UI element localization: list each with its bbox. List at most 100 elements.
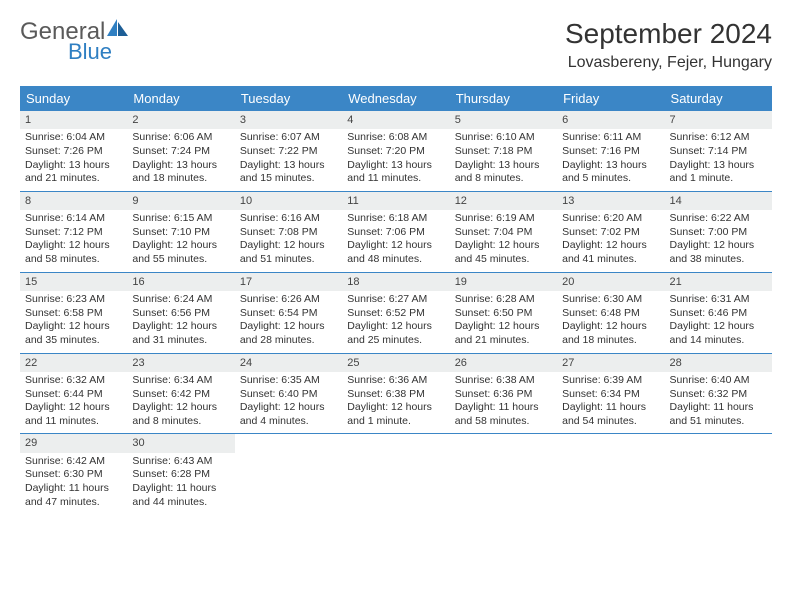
- day-cell: 28Sunrise: 6:40 AMSunset: 6:32 PMDayligh…: [665, 354, 772, 434]
- day-cell: 12Sunrise: 6:19 AMSunset: 7:04 PMDayligh…: [450, 192, 557, 272]
- day-cell: 30Sunrise: 6:43 AMSunset: 6:28 PMDayligh…: [127, 434, 234, 514]
- sunrise-text: Sunrise: 6:43 AM: [132, 455, 229, 469]
- day-body: Sunrise: 6:08 AMSunset: 7:20 PMDaylight:…: [342, 129, 449, 191]
- daylight-text: Daylight: 12 hours: [132, 320, 229, 334]
- day-cell: 11Sunrise: 6:18 AMSunset: 7:06 PMDayligh…: [342, 192, 449, 272]
- sunset-text: Sunset: 6:58 PM: [25, 307, 122, 321]
- day-body: Sunrise: 6:12 AMSunset: 7:14 PMDaylight:…: [665, 129, 772, 191]
- day-body: Sunrise: 6:38 AMSunset: 6:36 PMDaylight:…: [450, 372, 557, 434]
- daylight-text: and 21 minutes.: [455, 334, 552, 348]
- empty-cell: [665, 434, 772, 514]
- daylight-text: and 15 minutes.: [240, 172, 337, 186]
- daylight-text: and 8 minutes.: [132, 415, 229, 429]
- daylight-text: and 31 minutes.: [132, 334, 229, 348]
- day-number: 20: [557, 273, 664, 291]
- sunrise-text: Sunrise: 6:04 AM: [25, 131, 122, 145]
- sunrise-text: Sunrise: 6:26 AM: [240, 293, 337, 307]
- daylight-text: and 35 minutes.: [25, 334, 122, 348]
- sunset-text: Sunset: 6:52 PM: [347, 307, 444, 321]
- calendar: Sunday Monday Tuesday Wednesday Thursday…: [20, 86, 772, 514]
- daylight-text: and 38 minutes.: [670, 253, 767, 267]
- day-body: Sunrise: 6:18 AMSunset: 7:06 PMDaylight:…: [342, 210, 449, 272]
- sunset-text: Sunset: 7:18 PM: [455, 145, 552, 159]
- day-number: 4: [342, 111, 449, 129]
- sunset-text: Sunset: 6:36 PM: [455, 388, 552, 402]
- day-body: Sunrise: 6:22 AMSunset: 7:00 PMDaylight:…: [665, 210, 772, 272]
- day-header-row: Sunday Monday Tuesday Wednesday Thursday…: [20, 86, 772, 111]
- sunset-text: Sunset: 6:32 PM: [670, 388, 767, 402]
- daylight-text: and 54 minutes.: [562, 415, 659, 429]
- day-header: Saturday: [665, 86, 772, 111]
- daylight-text: and 58 minutes.: [25, 253, 122, 267]
- day-header: Tuesday: [235, 86, 342, 111]
- daylight-text: and 51 minutes.: [240, 253, 337, 267]
- day-number: 3: [235, 111, 342, 129]
- day-number: 29: [20, 434, 127, 452]
- daylight-text: Daylight: 12 hours: [240, 239, 337, 253]
- day-number: 7: [665, 111, 772, 129]
- day-number: 1: [20, 111, 127, 129]
- sunrise-text: Sunrise: 6:16 AM: [240, 212, 337, 226]
- day-number: 13: [557, 192, 664, 210]
- week-row: 22Sunrise: 6:32 AMSunset: 6:44 PMDayligh…: [20, 353, 772, 434]
- sunrise-text: Sunrise: 6:19 AM: [455, 212, 552, 226]
- sunrise-text: Sunrise: 6:35 AM: [240, 374, 337, 388]
- day-body: Sunrise: 6:19 AMSunset: 7:04 PMDaylight:…: [450, 210, 557, 272]
- day-header: Thursday: [450, 86, 557, 111]
- daylight-text: Daylight: 12 hours: [562, 239, 659, 253]
- sunrise-text: Sunrise: 6:30 AM: [562, 293, 659, 307]
- sunrise-text: Sunrise: 6:31 AM: [670, 293, 767, 307]
- sunrise-text: Sunrise: 6:15 AM: [132, 212, 229, 226]
- sunrise-text: Sunrise: 6:34 AM: [132, 374, 229, 388]
- day-number: 25: [342, 354, 449, 372]
- day-body: Sunrise: 6:07 AMSunset: 7:22 PMDaylight:…: [235, 129, 342, 191]
- daylight-text: and 44 minutes.: [132, 496, 229, 510]
- day-body: Sunrise: 6:32 AMSunset: 6:44 PMDaylight:…: [20, 372, 127, 434]
- page-title: September 2024: [565, 18, 772, 50]
- sunrise-text: Sunrise: 6:20 AM: [562, 212, 659, 226]
- daylight-text: and 21 minutes.: [25, 172, 122, 186]
- sunset-text: Sunset: 6:34 PM: [562, 388, 659, 402]
- sunset-text: Sunset: 6:38 PM: [347, 388, 444, 402]
- daylight-text: and 41 minutes.: [562, 253, 659, 267]
- daylight-text: and 51 minutes.: [670, 415, 767, 429]
- sunset-text: Sunset: 7:20 PM: [347, 145, 444, 159]
- sunrise-text: Sunrise: 6:22 AM: [670, 212, 767, 226]
- daylight-text: Daylight: 11 hours: [562, 401, 659, 415]
- day-body: Sunrise: 6:15 AMSunset: 7:10 PMDaylight:…: [127, 210, 234, 272]
- day-cell: 3Sunrise: 6:07 AMSunset: 7:22 PMDaylight…: [235, 111, 342, 191]
- sunset-text: Sunset: 7:12 PM: [25, 226, 122, 240]
- day-number: 12: [450, 192, 557, 210]
- day-cell: 6Sunrise: 6:11 AMSunset: 7:16 PMDaylight…: [557, 111, 664, 191]
- daylight-text: Daylight: 12 hours: [347, 401, 444, 415]
- day-cell: 5Sunrise: 6:10 AMSunset: 7:18 PMDaylight…: [450, 111, 557, 191]
- sunrise-text: Sunrise: 6:23 AM: [25, 293, 122, 307]
- daylight-text: and 55 minutes.: [132, 253, 229, 267]
- day-cell: 26Sunrise: 6:38 AMSunset: 6:36 PMDayligh…: [450, 354, 557, 434]
- day-body: Sunrise: 6:14 AMSunset: 7:12 PMDaylight:…: [20, 210, 127, 272]
- sunset-text: Sunset: 6:30 PM: [25, 468, 122, 482]
- day-body: Sunrise: 6:10 AMSunset: 7:18 PMDaylight:…: [450, 129, 557, 191]
- day-cell: 14Sunrise: 6:22 AMSunset: 7:00 PMDayligh…: [665, 192, 772, 272]
- day-body: Sunrise: 6:04 AMSunset: 7:26 PMDaylight:…: [20, 129, 127, 191]
- sunset-text: Sunset: 6:28 PM: [132, 468, 229, 482]
- sunset-text: Sunset: 6:42 PM: [132, 388, 229, 402]
- empty-cell: [557, 434, 664, 514]
- empty-cell: [235, 434, 342, 514]
- day-cell: 25Sunrise: 6:36 AMSunset: 6:38 PMDayligh…: [342, 354, 449, 434]
- day-cell: 9Sunrise: 6:15 AMSunset: 7:10 PMDaylight…: [127, 192, 234, 272]
- daylight-text: Daylight: 12 hours: [132, 401, 229, 415]
- daylight-text: and 4 minutes.: [240, 415, 337, 429]
- day-cell: 27Sunrise: 6:39 AMSunset: 6:34 PMDayligh…: [557, 354, 664, 434]
- sunrise-text: Sunrise: 6:12 AM: [670, 131, 767, 145]
- sunset-text: Sunset: 7:02 PM: [562, 226, 659, 240]
- daylight-text: and 58 minutes.: [455, 415, 552, 429]
- day-body: Sunrise: 6:28 AMSunset: 6:50 PMDaylight:…: [450, 291, 557, 353]
- day-cell: 19Sunrise: 6:28 AMSunset: 6:50 PMDayligh…: [450, 273, 557, 353]
- sunset-text: Sunset: 6:48 PM: [562, 307, 659, 321]
- week-row: 8Sunrise: 6:14 AMSunset: 7:12 PMDaylight…: [20, 191, 772, 272]
- sunset-text: Sunset: 7:26 PM: [25, 145, 122, 159]
- sunset-text: Sunset: 7:16 PM: [562, 145, 659, 159]
- day-cell: 23Sunrise: 6:34 AMSunset: 6:42 PMDayligh…: [127, 354, 234, 434]
- daylight-text: Daylight: 13 hours: [240, 159, 337, 173]
